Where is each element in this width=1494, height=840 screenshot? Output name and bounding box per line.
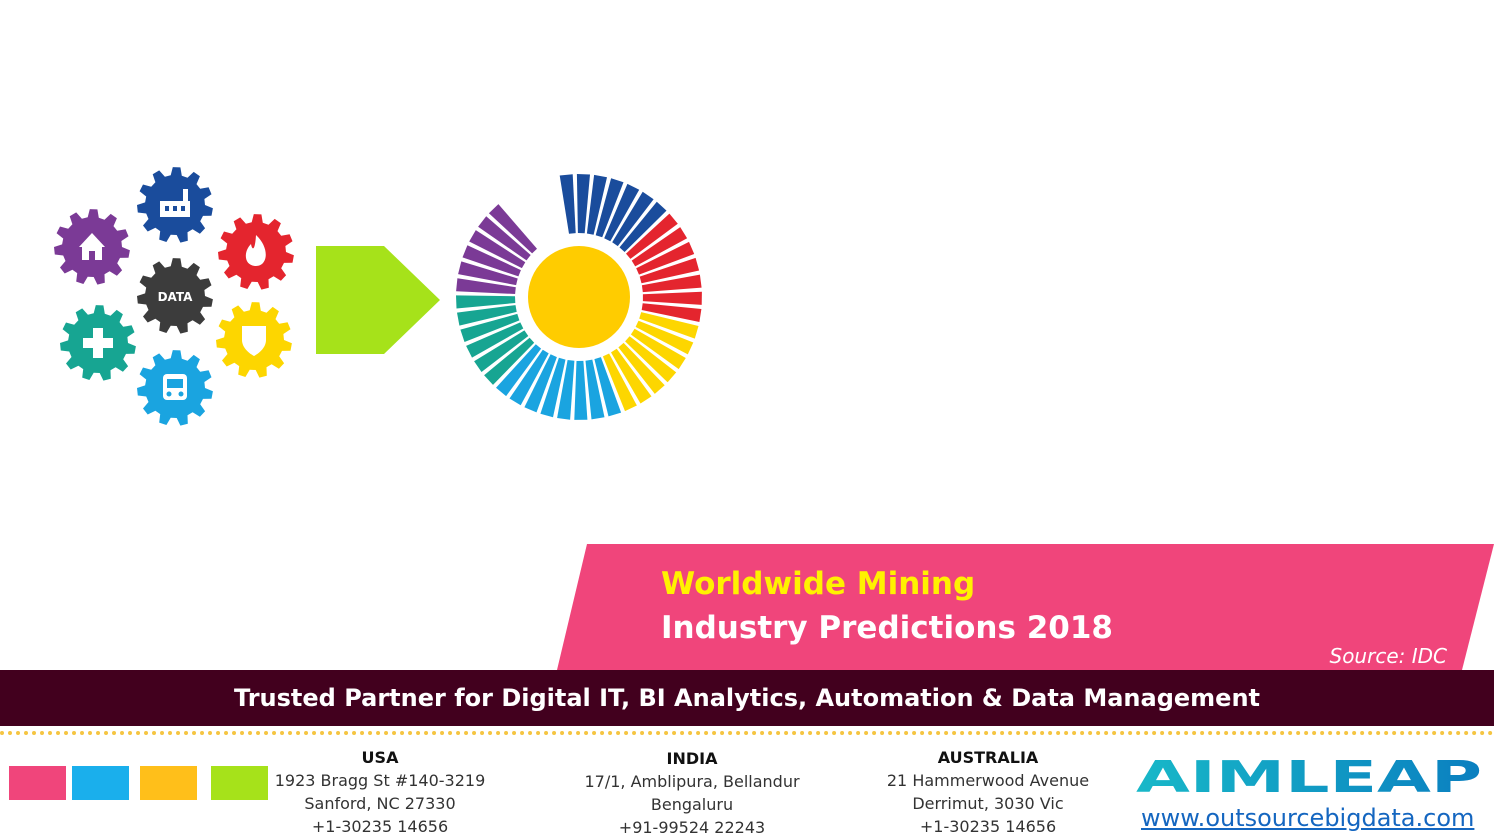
ring-segment xyxy=(626,213,678,259)
ring-segment xyxy=(509,349,549,406)
ring-segment xyxy=(576,174,590,234)
office-address-line: Sanford, NC 27330 xyxy=(304,794,456,813)
title-line-1: Worldwide Mining xyxy=(661,566,976,602)
ring-segment xyxy=(618,342,665,394)
ring-segment xyxy=(636,241,695,275)
ring-segment xyxy=(612,191,654,247)
ring-segment xyxy=(456,295,516,309)
logo-text: AIMLEAP xyxy=(1136,754,1482,796)
medical-cross-icon xyxy=(60,305,136,381)
data-illustration: DATA xyxy=(0,150,720,450)
ring-segment xyxy=(460,313,520,342)
factory-icon xyxy=(137,167,213,243)
ring-segment xyxy=(559,174,576,234)
ring-segment xyxy=(639,312,699,339)
office-address-line: 21 Hammerwood Avenue xyxy=(886,771,1090,790)
ring-segment xyxy=(586,174,607,235)
ring-segment xyxy=(540,357,566,418)
office-india: INDIA 17/1, Amblipura, Bellandur Bengalu… xyxy=(576,747,808,839)
ring-segment xyxy=(602,353,637,412)
shield-icon xyxy=(216,302,292,378)
ring-segment xyxy=(574,360,588,420)
title-banner: Worldwide Mining Industry Predictions 20… xyxy=(557,544,1494,670)
ring-segment xyxy=(456,278,516,294)
ring-segment xyxy=(557,360,575,420)
ring-segment xyxy=(641,274,702,293)
ring-segment xyxy=(488,204,537,254)
ring-segment xyxy=(635,320,694,355)
dotted-divider xyxy=(0,731,1494,735)
bus-icon xyxy=(137,350,213,426)
ring-segment xyxy=(594,357,622,417)
ring-segment xyxy=(630,328,686,370)
ring-segment xyxy=(595,178,624,238)
flame-icon xyxy=(218,214,294,290)
office-address-line: 17/1, Amblipura, Bellandur xyxy=(584,772,800,791)
house-icon xyxy=(54,209,130,285)
ring-segment xyxy=(457,305,517,326)
swatch-orange xyxy=(140,766,197,800)
website-link[interactable]: www.outsourcebigdata.com xyxy=(1141,804,1475,832)
arrow-icon xyxy=(316,246,440,354)
swatch-green xyxy=(211,766,268,800)
office-phone: +1-30235 14656 xyxy=(311,817,449,836)
ring-segment xyxy=(639,257,700,284)
office-address-line: 1923 Bragg St #140-3219 xyxy=(274,771,486,790)
office-usa: USA 1923 Bragg St #140-3219 Sanford, NC … xyxy=(272,746,488,838)
ring-segment xyxy=(631,227,688,267)
office-country: INDIA xyxy=(666,749,718,768)
source-note: Source: IDC xyxy=(1329,644,1448,668)
ring-segment xyxy=(466,322,524,358)
ring-segment xyxy=(524,354,557,413)
ring-center xyxy=(528,246,630,348)
swatch-blue xyxy=(72,766,129,800)
office-country: AUSTRALIA xyxy=(937,748,1039,767)
ring-segment xyxy=(469,230,526,269)
ring-segment xyxy=(625,336,677,383)
office-address-line: Derrimut, 3030 Vic xyxy=(912,794,1064,813)
title-line-2: Industry Predictions 2018 xyxy=(661,610,1113,646)
ring-segment xyxy=(458,261,518,286)
ring-segment xyxy=(585,359,605,420)
data-ring-icon xyxy=(456,174,702,420)
office-phone: +1-30235 14656 xyxy=(919,817,1057,836)
ring-segment xyxy=(474,330,529,372)
tagline-text: Trusted Partner for Digital IT, BI Analy… xyxy=(233,684,1261,712)
ring-segment xyxy=(641,303,702,322)
ring-segment xyxy=(642,291,702,305)
ring-segment xyxy=(604,183,640,242)
tagline-bar: Trusted Partner for Digital IT, BI Analy… xyxy=(0,670,1494,726)
office-country: USA xyxy=(361,748,399,767)
data-gear xyxy=(137,258,213,334)
ring-segment xyxy=(496,344,542,397)
office-phone: +91-99524 22243 xyxy=(618,818,766,837)
aimleap-logo: AIMLEAP xyxy=(1136,752,1488,803)
ring-segment xyxy=(619,201,667,252)
ring-segment xyxy=(484,337,535,385)
ring-segment xyxy=(611,348,652,404)
office-australia: AUSTRALIA 21 Hammerwood Avenue Derrimut,… xyxy=(876,746,1100,838)
data-gear-label: DATA xyxy=(158,290,194,304)
ring-segment xyxy=(478,216,531,261)
swatch-pink xyxy=(9,766,66,800)
ring-segment xyxy=(462,245,521,277)
office-address-line: Bengaluru xyxy=(650,795,734,814)
